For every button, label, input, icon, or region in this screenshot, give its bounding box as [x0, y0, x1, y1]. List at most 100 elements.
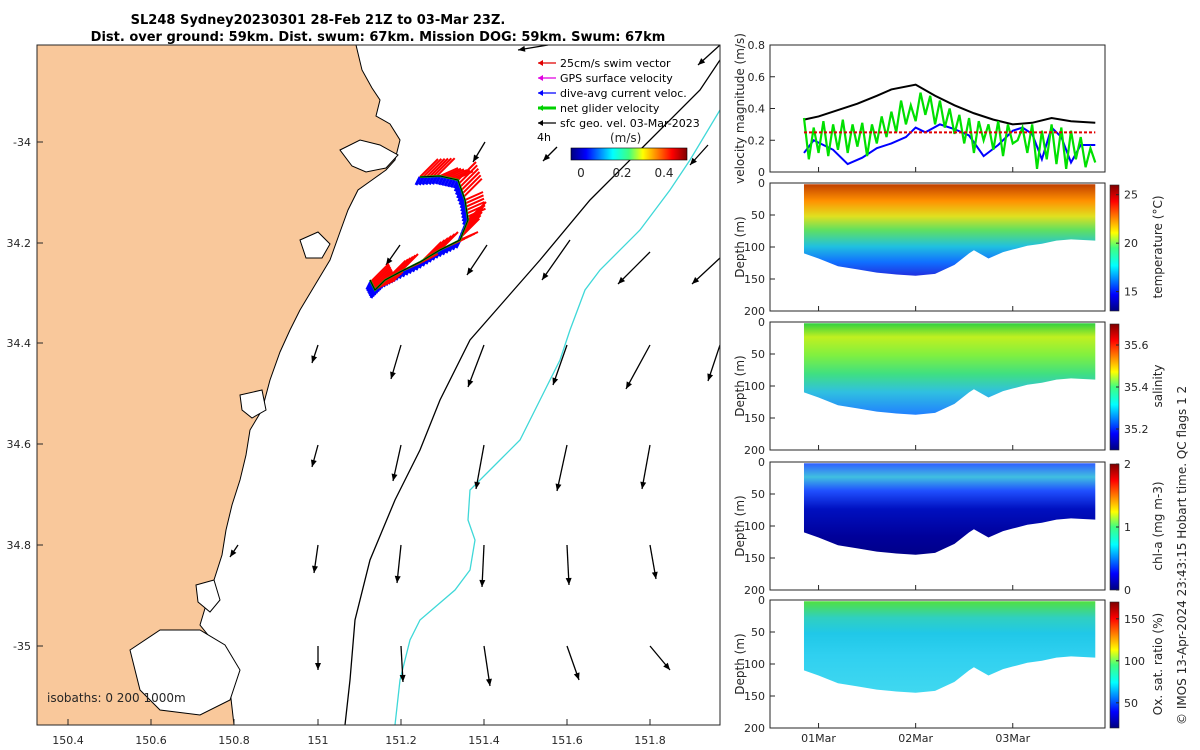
velocity-arrow-head [565, 577, 572, 585]
velocity-arrow-head [479, 579, 486, 587]
map-lon-ticks: 150.4 150.6 150.8 151 151.2 151.4 151.6 151.8 [52, 719, 666, 747]
velocity-arrow-head [310, 459, 317, 467]
velocity-arrow-head [690, 157, 697, 165]
section-colorbar-title: temperature (°C) [1151, 196, 1165, 299]
velocity-arrow-shaft [467, 344, 485, 388]
velocity-arrow-head [542, 272, 549, 280]
velocity-ytick-label: 0.8 [748, 39, 766, 52]
section-ytick-label: 200 [744, 722, 765, 735]
legend-arrowhead [538, 120, 543, 126]
current-vector [431, 175, 439, 185]
map-lat-tick-label: 34.2 [7, 237, 32, 250]
legend-arrowhead [538, 90, 543, 96]
velocity-arrow-head [467, 267, 474, 275]
swim-vector [463, 211, 483, 231]
velocity-arrow-shaft [556, 444, 568, 492]
velocity-arrow-head [394, 575, 401, 583]
section-colorbar-label: 35.4 [1124, 381, 1149, 394]
map-lon-tick-label: 150.6 [135, 734, 167, 747]
estuary-4 [195, 579, 221, 613]
legend-entry: 25cm/s swim vector [560, 57, 671, 70]
section-ylabel: Depth (m) [733, 495, 747, 556]
section-panel: 0 50 100 150 200 Depth (m) 35.2 35.4 35.6salinit… [733, 316, 1165, 457]
title-line2: Dist. over ground: 59km. Dist. swum: 67k… [91, 30, 666, 45]
velocity-arrow-shaft [552, 344, 568, 386]
velocity-ytick-label: 0.6 [748, 71, 766, 84]
map-legend: 25cm/s swim vector GPS surface velocity di… [538, 57, 700, 130]
swim-vector [460, 171, 481, 191]
section-colorbar-label: 150 [1124, 613, 1145, 626]
current-vector [421, 175, 429, 186]
velocity-arrow-head [467, 379, 474, 387]
section-colorbar-label: 0 [1124, 584, 1131, 597]
swim-vector [371, 266, 392, 286]
swim-vector [376, 279, 396, 290]
velocity-arrow-head [315, 663, 321, 670]
velocity-arrow-head [663, 662, 670, 670]
section-colorbar-label: 1 [1124, 521, 1131, 534]
section-colorbar-label: 2 [1124, 458, 1131, 471]
section-colorbar-title: salinity [1151, 364, 1165, 407]
isobaths-label: isobaths: 0 200 1000m [47, 691, 186, 705]
velocity-arrow-head [391, 473, 398, 481]
map-lon-tick-label: 150.8 [218, 734, 250, 747]
velocity-arrow-head [390, 371, 396, 379]
current-vector [453, 182, 461, 193]
estuary-1 [339, 139, 399, 173]
section-colorbar-label: 25 [1124, 189, 1138, 202]
legend-arrowhead [538, 60, 543, 66]
velocity-ytick-label: 0.4 [748, 103, 766, 116]
velocity-arrow-head [399, 674, 406, 682]
section-ylabel: Depth (m) [733, 216, 747, 277]
velocity-arrow-shaft [625, 344, 651, 390]
velocity-arrow-head [707, 373, 714, 381]
map-lat-tick-label: 34.8 [7, 539, 32, 552]
velocity-arrow-head [543, 153, 551, 161]
section-ytick-label: 0 [758, 316, 765, 329]
section-ytick-label: 200 [744, 305, 765, 318]
section-colorbar-label: 35.6 [1124, 339, 1149, 352]
section-ylabel: Depth (m) [733, 633, 747, 694]
map-lat-tick-label: -35 [13, 640, 31, 653]
time-tick-label: 02Mar [898, 732, 933, 745]
map-lon-tick-label: 151.6 [551, 734, 583, 747]
velocity-arrow-head [618, 276, 626, 284]
map-lat-tick-label: -34 [13, 136, 31, 149]
section-colorbar-label: 100 [1124, 655, 1145, 668]
swim-vector [422, 158, 443, 178]
swim-vector [459, 167, 480, 188]
legend-entry: sfc geo. vel. 03-Mar-2023 [560, 117, 700, 130]
section-panel: 0 50 100 150 200 Depth (m) 15 20 25 temperature (… [733, 177, 1165, 318]
section-colorbar-title: Ox. sat. ratio (%) [1151, 613, 1165, 715]
swim-vector [448, 169, 468, 179]
estuary-5 [129, 629, 241, 716]
velocity-ytick-label: 0 [758, 166, 765, 179]
section-field [803, 323, 1096, 415]
swim-vector [461, 174, 482, 195]
current-vector [454, 185, 462, 196]
swim-vector [422, 241, 443, 261]
section-colorbar-title: chl-a (mg m-3) [1151, 481, 1165, 570]
velocity-arrow-head [651, 571, 658, 579]
section-ytick-label: 200 [744, 444, 765, 457]
velocity-arrow-head [640, 481, 647, 489]
current-vector [424, 175, 432, 186]
velocity-arrow-shaft [541, 239, 571, 281]
section-ytick-label: 150 [744, 412, 765, 425]
swim-vector [461, 214, 482, 235]
swim-vector [464, 207, 485, 228]
current-vector [456, 189, 463, 199]
velocity-arrow-head [555, 483, 562, 491]
section-panel: 0 50 100 150 200 Depth (m) 50 100 150 Ox. sat. ra… [733, 594, 1165, 735]
swim-vector [466, 201, 485, 211]
swim-vector [463, 177, 483, 198]
swim-vector [372, 267, 393, 288]
current-vector [457, 192, 465, 203]
isobath-1000m [394, 109, 720, 725]
land [37, 45, 401, 725]
map-lon-tick-label: 151.2 [385, 734, 417, 747]
speed-colorbar-ticks: 0 0.2 0.4 [577, 166, 673, 180]
swim-vector [465, 204, 486, 225]
title-line1: SL248 Sydney20230301 28-Feb 21Z to 03-Ma… [131, 13, 506, 28]
